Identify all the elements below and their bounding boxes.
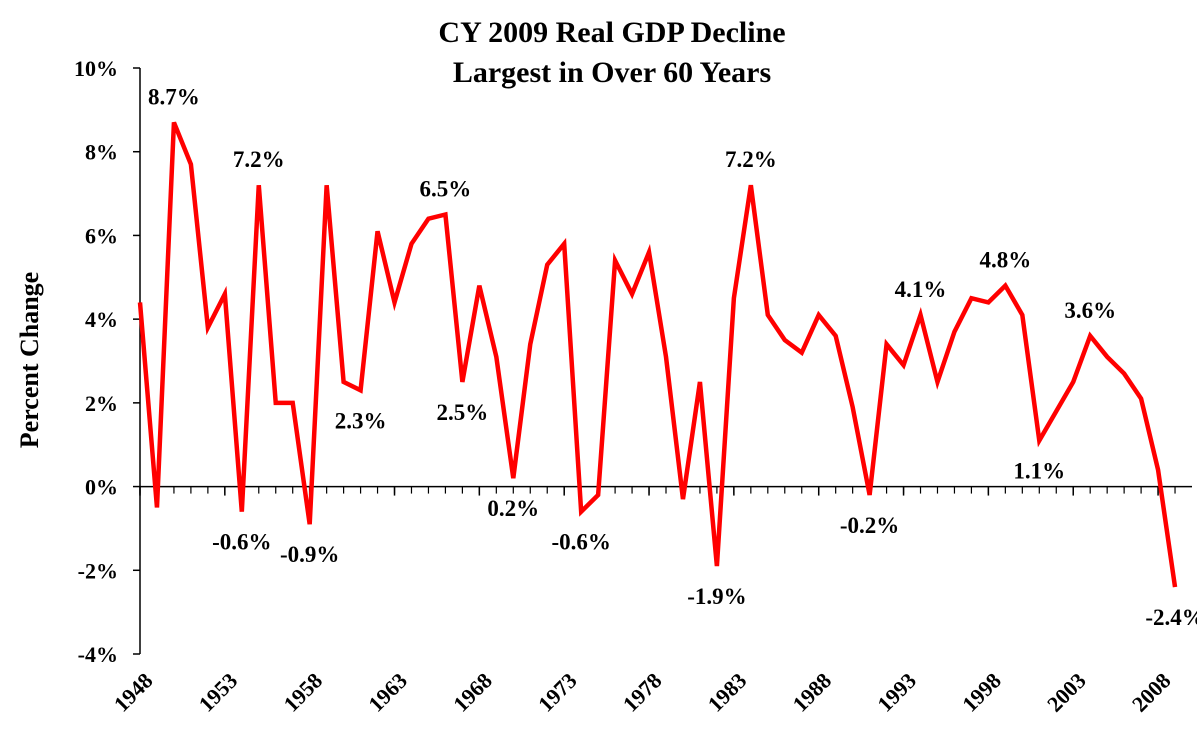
- x-tick-label: 1978: [618, 668, 667, 717]
- data-label: 1.1%: [1013, 459, 1065, 484]
- y-tick-label: 4%: [85, 307, 118, 332]
- data-label: 2.3%: [335, 408, 387, 433]
- data-label: 6.5%: [420, 177, 472, 202]
- data-label: 3.6%: [1064, 298, 1116, 323]
- x-tick-label: 1948: [109, 668, 158, 717]
- data-label: -0.9%: [280, 542, 339, 567]
- x-tick-label: 1958: [278, 668, 327, 717]
- y-tick-label: 6%: [85, 223, 118, 248]
- x-tick-label: 1963: [363, 668, 412, 717]
- x-tick-label: 2008: [1127, 668, 1176, 717]
- x-tick-label: 1998: [957, 668, 1006, 717]
- y-tick-label: 0%: [85, 475, 118, 500]
- x-tick-label: 1983: [703, 668, 752, 717]
- data-label: 7.2%: [233, 147, 285, 172]
- x-tick-label: 2003: [1042, 668, 1091, 717]
- data-label: 2.5%: [437, 400, 489, 425]
- x-tick-label: 1973: [533, 668, 582, 717]
- data-label: -0.2%: [840, 513, 899, 538]
- data-label: -2.4%: [1145, 605, 1197, 630]
- y-axis-label: Percent Change: [15, 272, 44, 448]
- x-tick-label: 1953: [194, 668, 243, 717]
- data-label: -0.6%: [551, 530, 610, 555]
- y-tick-label: 10%: [74, 56, 118, 81]
- data-label: 8.7%: [148, 84, 200, 109]
- y-tick-label: 8%: [85, 140, 118, 165]
- x-tick-label: 1968: [448, 668, 497, 717]
- data-label: -1.9%: [687, 584, 746, 609]
- data-label: 4.8%: [979, 248, 1031, 273]
- data-label: 7.2%: [725, 147, 777, 172]
- line-series: [137, 121, 1178, 588]
- y-tick-label: -4%: [78, 642, 118, 667]
- data-label: -0.6%: [212, 530, 271, 555]
- y-tick-label: 2%: [85, 391, 118, 416]
- data-label: 4.1%: [895, 277, 947, 302]
- chart-title: Largest in Over 60 Years: [453, 56, 771, 89]
- chart-title: CY 2009 Real GDP Decline: [438, 16, 785, 49]
- data-label: 0.2%: [487, 496, 539, 521]
- y-tick-label: -2%: [78, 558, 118, 583]
- x-tick-label: 1993: [872, 668, 921, 717]
- x-tick-label: 1988: [787, 668, 836, 717]
